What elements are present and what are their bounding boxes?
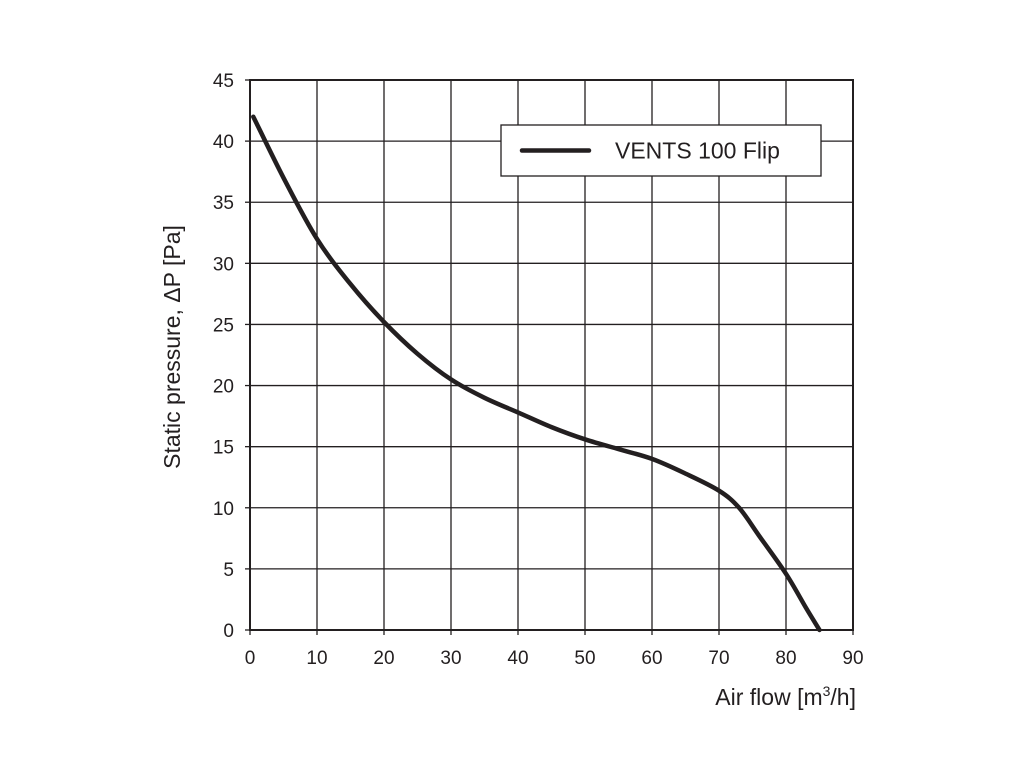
y-axis-ticks: 0 5 10 15 20 25 30 35 40 45 [213,71,250,642]
y-tick-label: 25 [213,315,234,336]
x-axis-title-superscript: 3 [823,683,831,699]
y-axis-title: Static pressure, ΔP [Pa] [159,225,185,469]
legend: VENTS 100 Flip [500,124,822,177]
x-tick-label: 50 [574,648,595,669]
x-tick-label: 30 [440,648,461,669]
x-axis-title-tail: /h] [830,684,856,710]
y-tick-label: 10 [213,499,234,520]
x-axis-title-main: Air flow [m [715,684,822,710]
y-tick-label: 15 [213,438,234,459]
series-line [251,114,822,633]
x-axis-ticks: 0 10 20 30 40 50 60 70 80 90 [245,630,864,669]
y-tick-label: 40 [213,132,234,153]
plot-frame [249,79,854,631]
y-tick-label: 0 [223,621,234,642]
series-layer [251,114,822,633]
x-tick-label: 10 [306,648,327,669]
x-tick-label: 0 [245,648,256,669]
x-tick-label: 70 [708,648,729,669]
y-tick-label: 5 [223,560,234,581]
x-tick-label: 20 [373,648,394,669]
x-tick-label: 60 [641,648,662,669]
y-tick-label: 30 [213,254,234,275]
y-tick-label: 35 [213,193,234,214]
y-tick-label: 45 [213,71,234,92]
legend-label: VENTS 100 Flip [615,138,780,164]
x-tick-label: 80 [775,648,796,669]
x-tick-label: 40 [507,648,528,669]
x-axis-title: Air flow [m3/h] [715,683,856,710]
y-tick-label: 20 [213,377,234,398]
x-tick-label: 90 [842,648,863,669]
